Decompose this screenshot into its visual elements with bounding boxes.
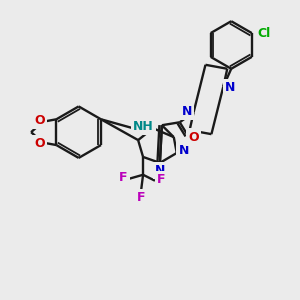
Text: F: F — [137, 191, 145, 204]
Text: F: F — [119, 171, 128, 184]
Text: N: N — [225, 81, 236, 94]
Text: F: F — [157, 173, 165, 186]
Text: N: N — [178, 143, 189, 157]
Text: O: O — [34, 137, 45, 150]
Text: N: N — [155, 164, 165, 177]
Text: O: O — [34, 114, 45, 127]
Text: NH: NH — [133, 120, 153, 133]
Text: O: O — [188, 130, 199, 144]
Text: N: N — [182, 105, 192, 118]
Text: Cl: Cl — [257, 27, 270, 40]
